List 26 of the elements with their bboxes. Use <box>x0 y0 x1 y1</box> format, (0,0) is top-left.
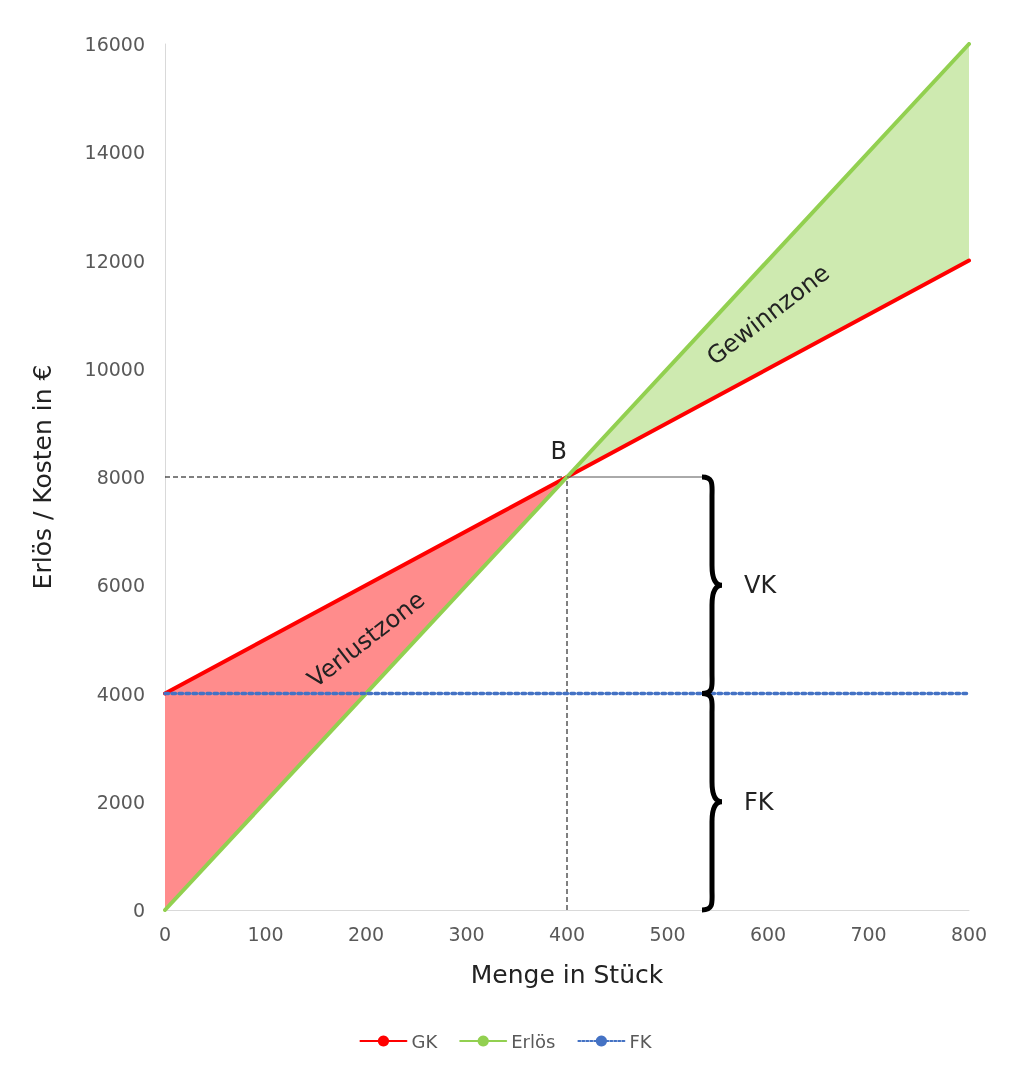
y-tick-label: 16000 <box>84 33 145 55</box>
x-tick-label: 500 <box>649 922 686 945</box>
y-axis-title: Erlös / Kosten in € <box>28 364 57 590</box>
x-tick-label: 400 <box>548 922 586 945</box>
legend-label: GK <box>411 1030 439 1052</box>
y-tick-label: 0 <box>132 899 145 921</box>
x-axis-title: Menge in Stück <box>470 960 664 989</box>
x-tick-label: 300 <box>448 922 485 945</box>
legend-label: FK <box>629 1030 653 1052</box>
annotation: VK <box>744 571 778 600</box>
annotation: FK <box>744 787 775 816</box>
y-tick-label: 4000 <box>96 682 145 705</box>
y-tick-label: 8000 <box>96 466 145 488</box>
legend-label: Erlös <box>511 1030 556 1052</box>
x-tick-label: 0 <box>158 922 172 945</box>
x-tick-label: 600 <box>749 922 787 945</box>
y-tick-label: 2000 <box>96 790 145 813</box>
x-tick-label: 200 <box>347 922 385 945</box>
annotation: B <box>550 437 567 465</box>
y-tick-label: 6000 <box>96 574 145 597</box>
x-tick-label: 100 <box>247 922 284 945</box>
x-tick-label: 700 <box>850 922 887 945</box>
y-tick-label: 10000 <box>84 357 145 380</box>
y-tick-label: 14000 <box>84 141 145 164</box>
y-tick-label: 12000 <box>84 249 145 272</box>
x-tick-label: 800 <box>950 922 988 945</box>
